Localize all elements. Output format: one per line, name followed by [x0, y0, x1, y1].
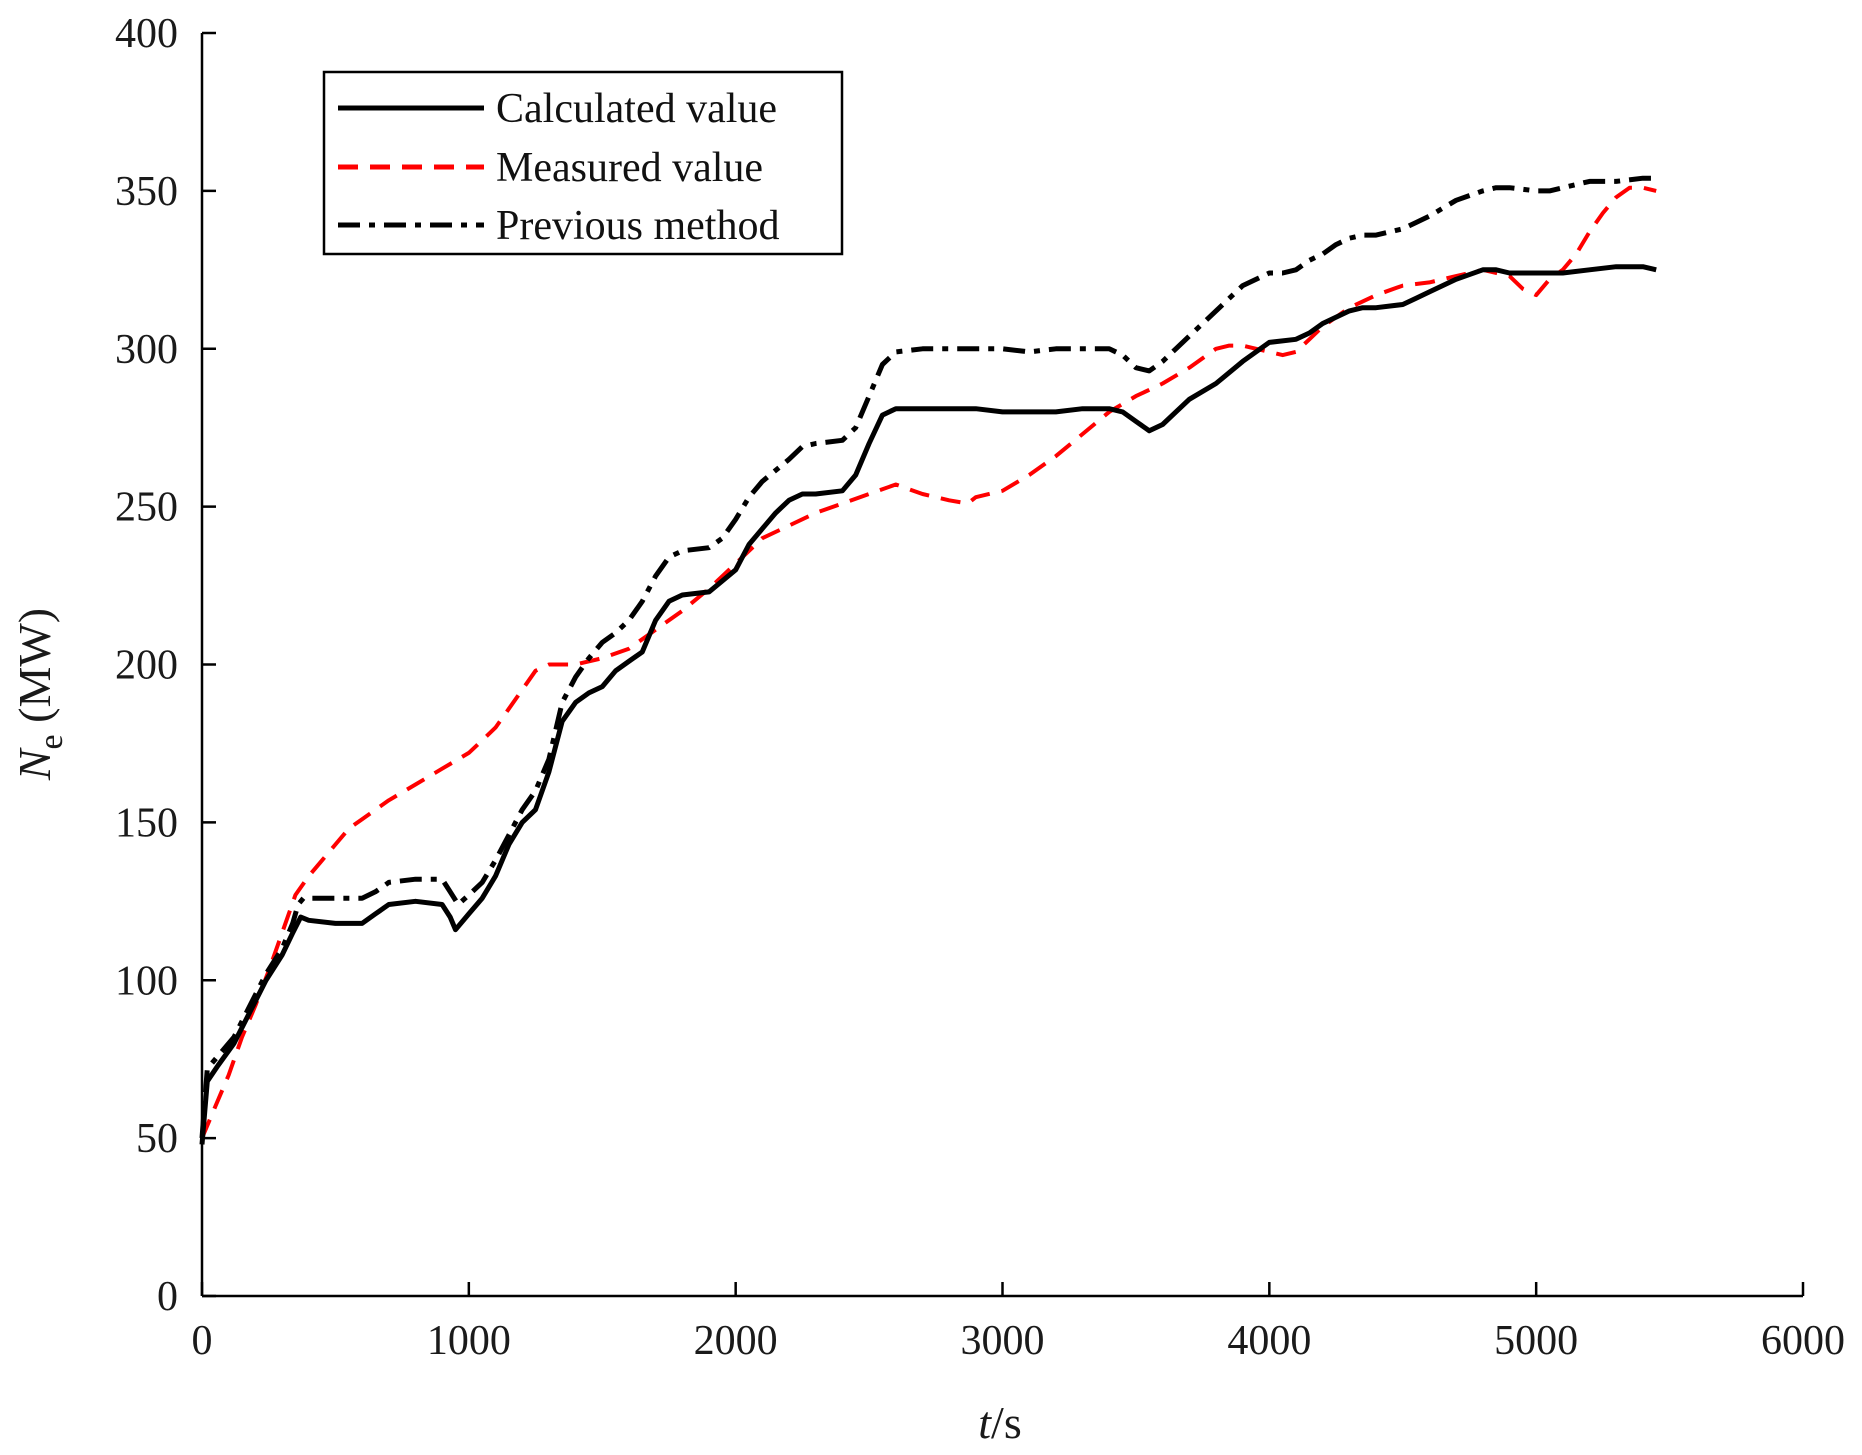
y-tick-label: 0: [157, 1274, 178, 1320]
x-tick-label: 4000: [1227, 1318, 1311, 1364]
x-tick-label: 6000: [1761, 1318, 1845, 1364]
axes: [200, 31, 1805, 1298]
legend: Calculated value Measured value Previous…: [322, 70, 844, 256]
legend-label-calculated: Calculated value: [496, 86, 777, 132]
tick-labels: 0 1000 2000 3000 4000 5000 6000 0 50 100 150 200 250…: [115, 11, 1845, 1364]
series-line-1: [200, 185, 1657, 1139]
y-tick-label: 300: [115, 327, 178, 373]
y-tick-label: 350: [115, 169, 178, 215]
legend-label-previous: Previous method: [496, 203, 779, 249]
y-tick-label: 150: [115, 800, 178, 846]
legend-box: [322, 70, 844, 256]
y-tick-label: 50: [136, 1116, 178, 1162]
y-tick-label: 100: [115, 958, 178, 1004]
x-tick-label: 1000: [427, 1318, 511, 1364]
y-axis-label: Ne (MW): [9, 608, 70, 781]
x-axis-label: t/s: [978, 1397, 1021, 1448]
x-tick-label: 2000: [694, 1318, 778, 1364]
x-tick-label: 0: [192, 1318, 213, 1364]
series-line-2: [199, 175, 1657, 1139]
y-tick-label: 400: [115, 11, 178, 57]
legend-label-measured: Measured value: [496, 145, 763, 191]
series-line-0: [199, 264, 1657, 1145]
x-tick-label: 3000: [961, 1318, 1045, 1364]
y-tick-label: 200: [115, 643, 178, 689]
x-tick-label: 5000: [1494, 1318, 1578, 1364]
series-layer: [199, 175, 1657, 1145]
y-tick-label: 250: [115, 485, 178, 531]
